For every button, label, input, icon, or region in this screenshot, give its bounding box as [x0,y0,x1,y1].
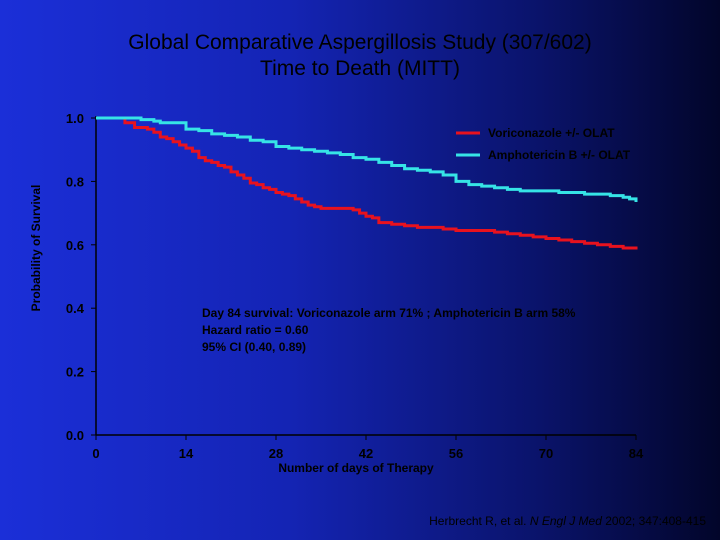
citation-details: 2002; 347:408-415 [605,514,706,528]
legend-label: Amphotericin B +/- OLAT [488,148,631,162]
x-tick-label: 70 [539,446,553,461]
y-tick-label: 0.8 [66,174,84,189]
annotation-line: 95% CI (0.40, 0.89) [202,340,306,354]
chart-subtitle: Time to Death (MITT) [260,57,460,80]
annotation-line: Day 84 survival: Voriconazole arm 71% ; … [202,306,576,320]
series-line-1 [96,116,638,203]
chart-title: Global Comparative Aspergillosis Study (… [128,31,592,54]
x-axis-label: Number of days of Therapy [278,461,434,475]
x-tick-label: 28 [269,446,283,461]
y-axis-label: Probability of Survival [29,185,43,312]
citation: Herbrecht R, et al. N Engl J Med 2002; 3… [429,514,706,528]
x-tick-label: 56 [449,446,463,461]
series-line-0 [96,116,638,250]
x-tick-label: 0 [92,446,99,461]
y-tick-label: 0.4 [66,301,85,316]
y-tick-label: 1.0 [66,111,84,126]
y-tick-label: 0.2 [66,365,84,380]
citation-journal: N Engl J Med [529,514,602,528]
legend-label: Voriconazole +/- OLAT [488,126,615,140]
x-tick-label: 84 [629,446,644,461]
annotation-line: Hazard ratio = 0.60 [202,323,309,337]
y-tick-label: 0.0 [66,428,84,443]
x-tick-label: 14 [179,446,194,461]
x-tick-label: 42 [359,446,373,461]
citation-authors: Herbrecht R, et al. [429,514,527,528]
y-tick-label: 0.6 [66,238,84,253]
